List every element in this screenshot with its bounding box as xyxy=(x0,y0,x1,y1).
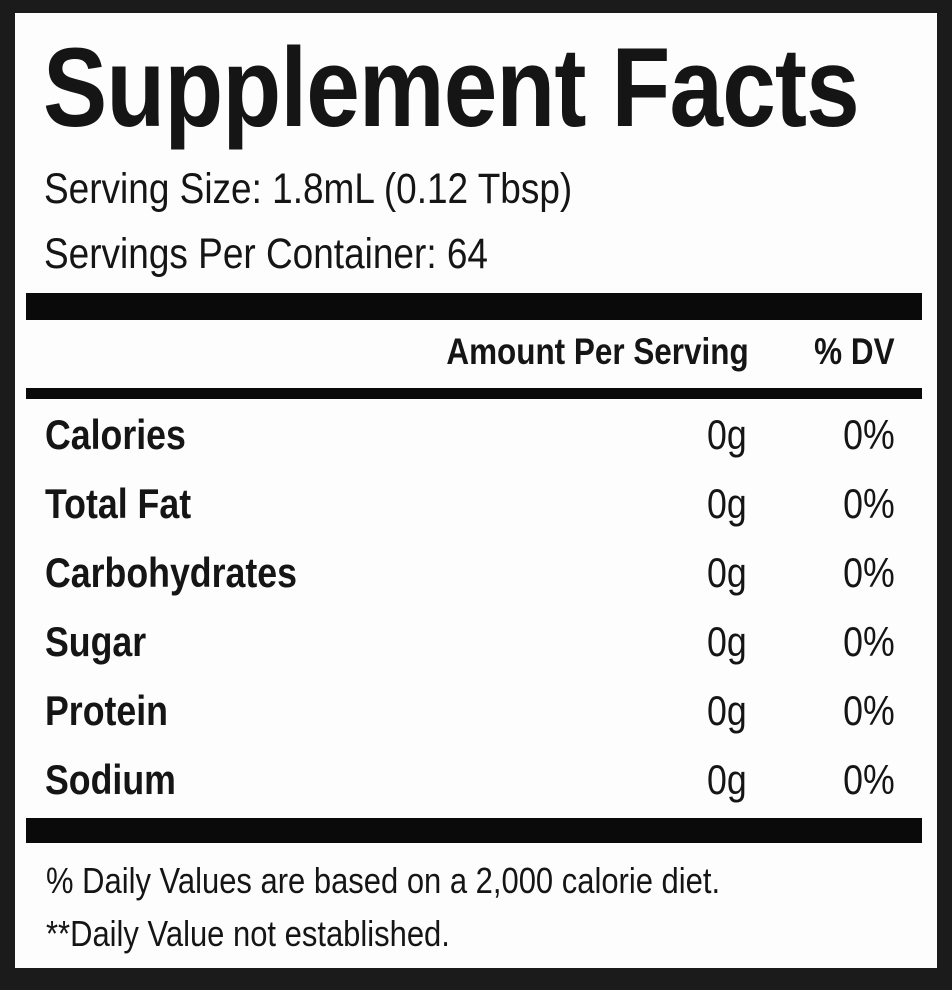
nutrient-row: Total Fat 0g 0% xyxy=(15,480,937,540)
nutrient-dv: 0% xyxy=(843,480,895,527)
nutrient-dv: 0% xyxy=(843,756,895,803)
supplement-facts-panel: Supplement Facts Serving Size: 1.8mL (0.… xyxy=(15,13,937,968)
divider-thick-top xyxy=(26,293,922,320)
nutrient-name: Sugar xyxy=(45,618,147,665)
nutrient-amount: 0g xyxy=(707,480,747,527)
nutrient-amount: 0g xyxy=(707,618,747,665)
servings-per-container: Servings Per Container: 64 xyxy=(44,230,489,278)
nutrient-dv: 0% xyxy=(843,618,895,665)
nutrient-amount: 0g xyxy=(707,549,747,596)
nutrient-amount: 0g xyxy=(707,687,747,734)
serving-size: Serving Size: 1.8mL (0.12 Tbsp) xyxy=(44,165,573,213)
title: Supplement Facts xyxy=(43,25,860,150)
dv-header: % DV xyxy=(814,331,895,372)
footnote-not-established: **Daily Value not established. xyxy=(46,913,450,954)
divider-thick-bottom xyxy=(26,818,922,843)
nutrient-row: Calories 0g 0% xyxy=(15,411,937,471)
nutrient-name: Calories xyxy=(45,411,186,458)
footnote-daily-values: % Daily Values are based on a 2,000 calo… xyxy=(46,860,721,901)
nutrient-row: Sugar 0g 0% xyxy=(15,618,937,678)
nutrient-name: Protein xyxy=(45,687,168,734)
nutrient-name: Sodium xyxy=(45,756,176,803)
nutrient-dv: 0% xyxy=(843,549,895,596)
nutrient-amount: 0g xyxy=(707,411,747,458)
nutrient-dv: 0% xyxy=(843,687,895,734)
nutrient-name: Total Fat xyxy=(45,480,192,527)
nutrient-row: Sodium 0g 0% xyxy=(15,756,937,816)
nutrient-row: Carbohydrates 0g 0% xyxy=(15,549,937,609)
nutrient-name: Carbohydrates xyxy=(45,549,297,596)
nutrient-row: Protein 0g 0% xyxy=(15,687,937,747)
nutrient-dv: 0% xyxy=(843,411,895,458)
divider-thin xyxy=(26,388,922,399)
nutrient-amount: 0g xyxy=(707,756,747,803)
amount-header: Amount Per Serving xyxy=(446,331,749,372)
